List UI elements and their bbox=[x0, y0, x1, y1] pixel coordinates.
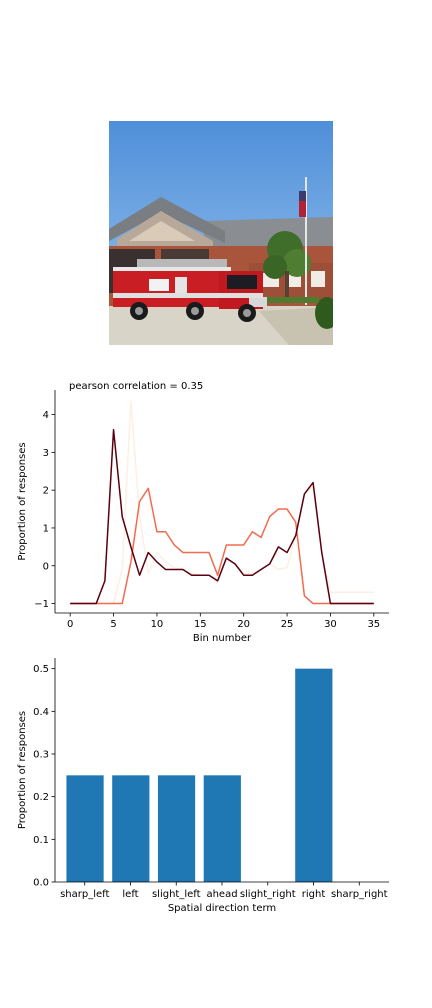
chart-title: pearson correlation = 0.35 bbox=[69, 381, 203, 392]
series-line-1 bbox=[70, 487, 374, 605]
y-tick-label: 0.5 bbox=[33, 664, 49, 675]
bar-left bbox=[112, 775, 150, 882]
y-tick-label: 1 bbox=[43, 523, 49, 534]
x-tick-label: 35 bbox=[367, 619, 380, 630]
fire-station-photo bbox=[109, 121, 333, 345]
y-tick-label: 0 bbox=[43, 561, 49, 572]
bar-right bbox=[295, 668, 333, 882]
x-tick-label: 0 bbox=[67, 619, 73, 630]
y-tick-label: −1 bbox=[34, 599, 49, 610]
bar-sharp_left bbox=[66, 775, 104, 882]
x-tick-label: 5 bbox=[110, 619, 116, 630]
bar-ahead bbox=[203, 775, 241, 882]
bar-chart: sharp_left left slight_left ahead slight_rig… bbox=[17, 658, 389, 914]
x-tick-label: ahead bbox=[206, 889, 237, 900]
y-tick-label: 2 bbox=[43, 486, 49, 497]
y-tick-label: 4 bbox=[43, 410, 49, 421]
x-axis-label: Bin number bbox=[193, 633, 252, 644]
x-tick-label: sharp_left bbox=[60, 889, 109, 900]
x-tick-label: 25 bbox=[281, 619, 294, 630]
x-tick-label: 15 bbox=[194, 619, 207, 630]
y-axis-label: Proportion of responses bbox=[17, 711, 28, 829]
x-tick-label: 20 bbox=[237, 619, 250, 630]
y-axis-label: Proportion of responses bbox=[17, 442, 28, 560]
y-tick-label: 0.3 bbox=[33, 750, 49, 761]
x-axis-label: Spatial direction term bbox=[168, 903, 276, 914]
y-tick-label: 0.4 bbox=[33, 707, 49, 718]
y-tick-label: 3 bbox=[43, 448, 49, 459]
x-tick-label: slight_left bbox=[152, 889, 201, 900]
x-tick-label: 30 bbox=[324, 619, 337, 630]
x-tick-label: sharp_right bbox=[331, 889, 388, 900]
line-chart: pearson correlation = 0.350 5 10 15 20 25 30 35… bbox=[17, 381, 389, 644]
y-tick-label: 0.2 bbox=[33, 792, 49, 803]
y-tick-label: 0.0 bbox=[33, 878, 49, 889]
series-line-0 bbox=[70, 400, 374, 605]
x-tick-label: left bbox=[122, 889, 138, 900]
y-tick-label: 0.1 bbox=[33, 835, 49, 846]
x-tick-label: 10 bbox=[151, 619, 164, 630]
x-tick-label: right bbox=[302, 889, 326, 900]
bar-slight_left bbox=[157, 775, 196, 882]
series-line-2 bbox=[70, 428, 374, 605]
x-tick-label: slight_right bbox=[240, 889, 296, 900]
